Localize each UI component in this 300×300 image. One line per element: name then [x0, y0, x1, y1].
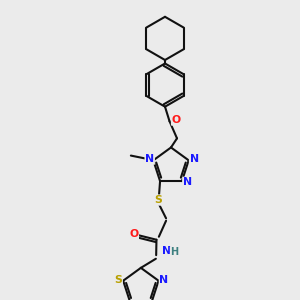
Text: O: O — [172, 115, 181, 125]
Text: S: S — [154, 195, 161, 205]
Text: N: N — [190, 154, 199, 164]
Text: N: N — [183, 177, 192, 187]
Text: N: N — [162, 246, 171, 256]
Text: O: O — [129, 229, 138, 239]
Text: N: N — [145, 154, 154, 164]
Text: H: H — [170, 247, 178, 257]
Text: S: S — [115, 275, 122, 285]
Text: N: N — [159, 275, 169, 285]
